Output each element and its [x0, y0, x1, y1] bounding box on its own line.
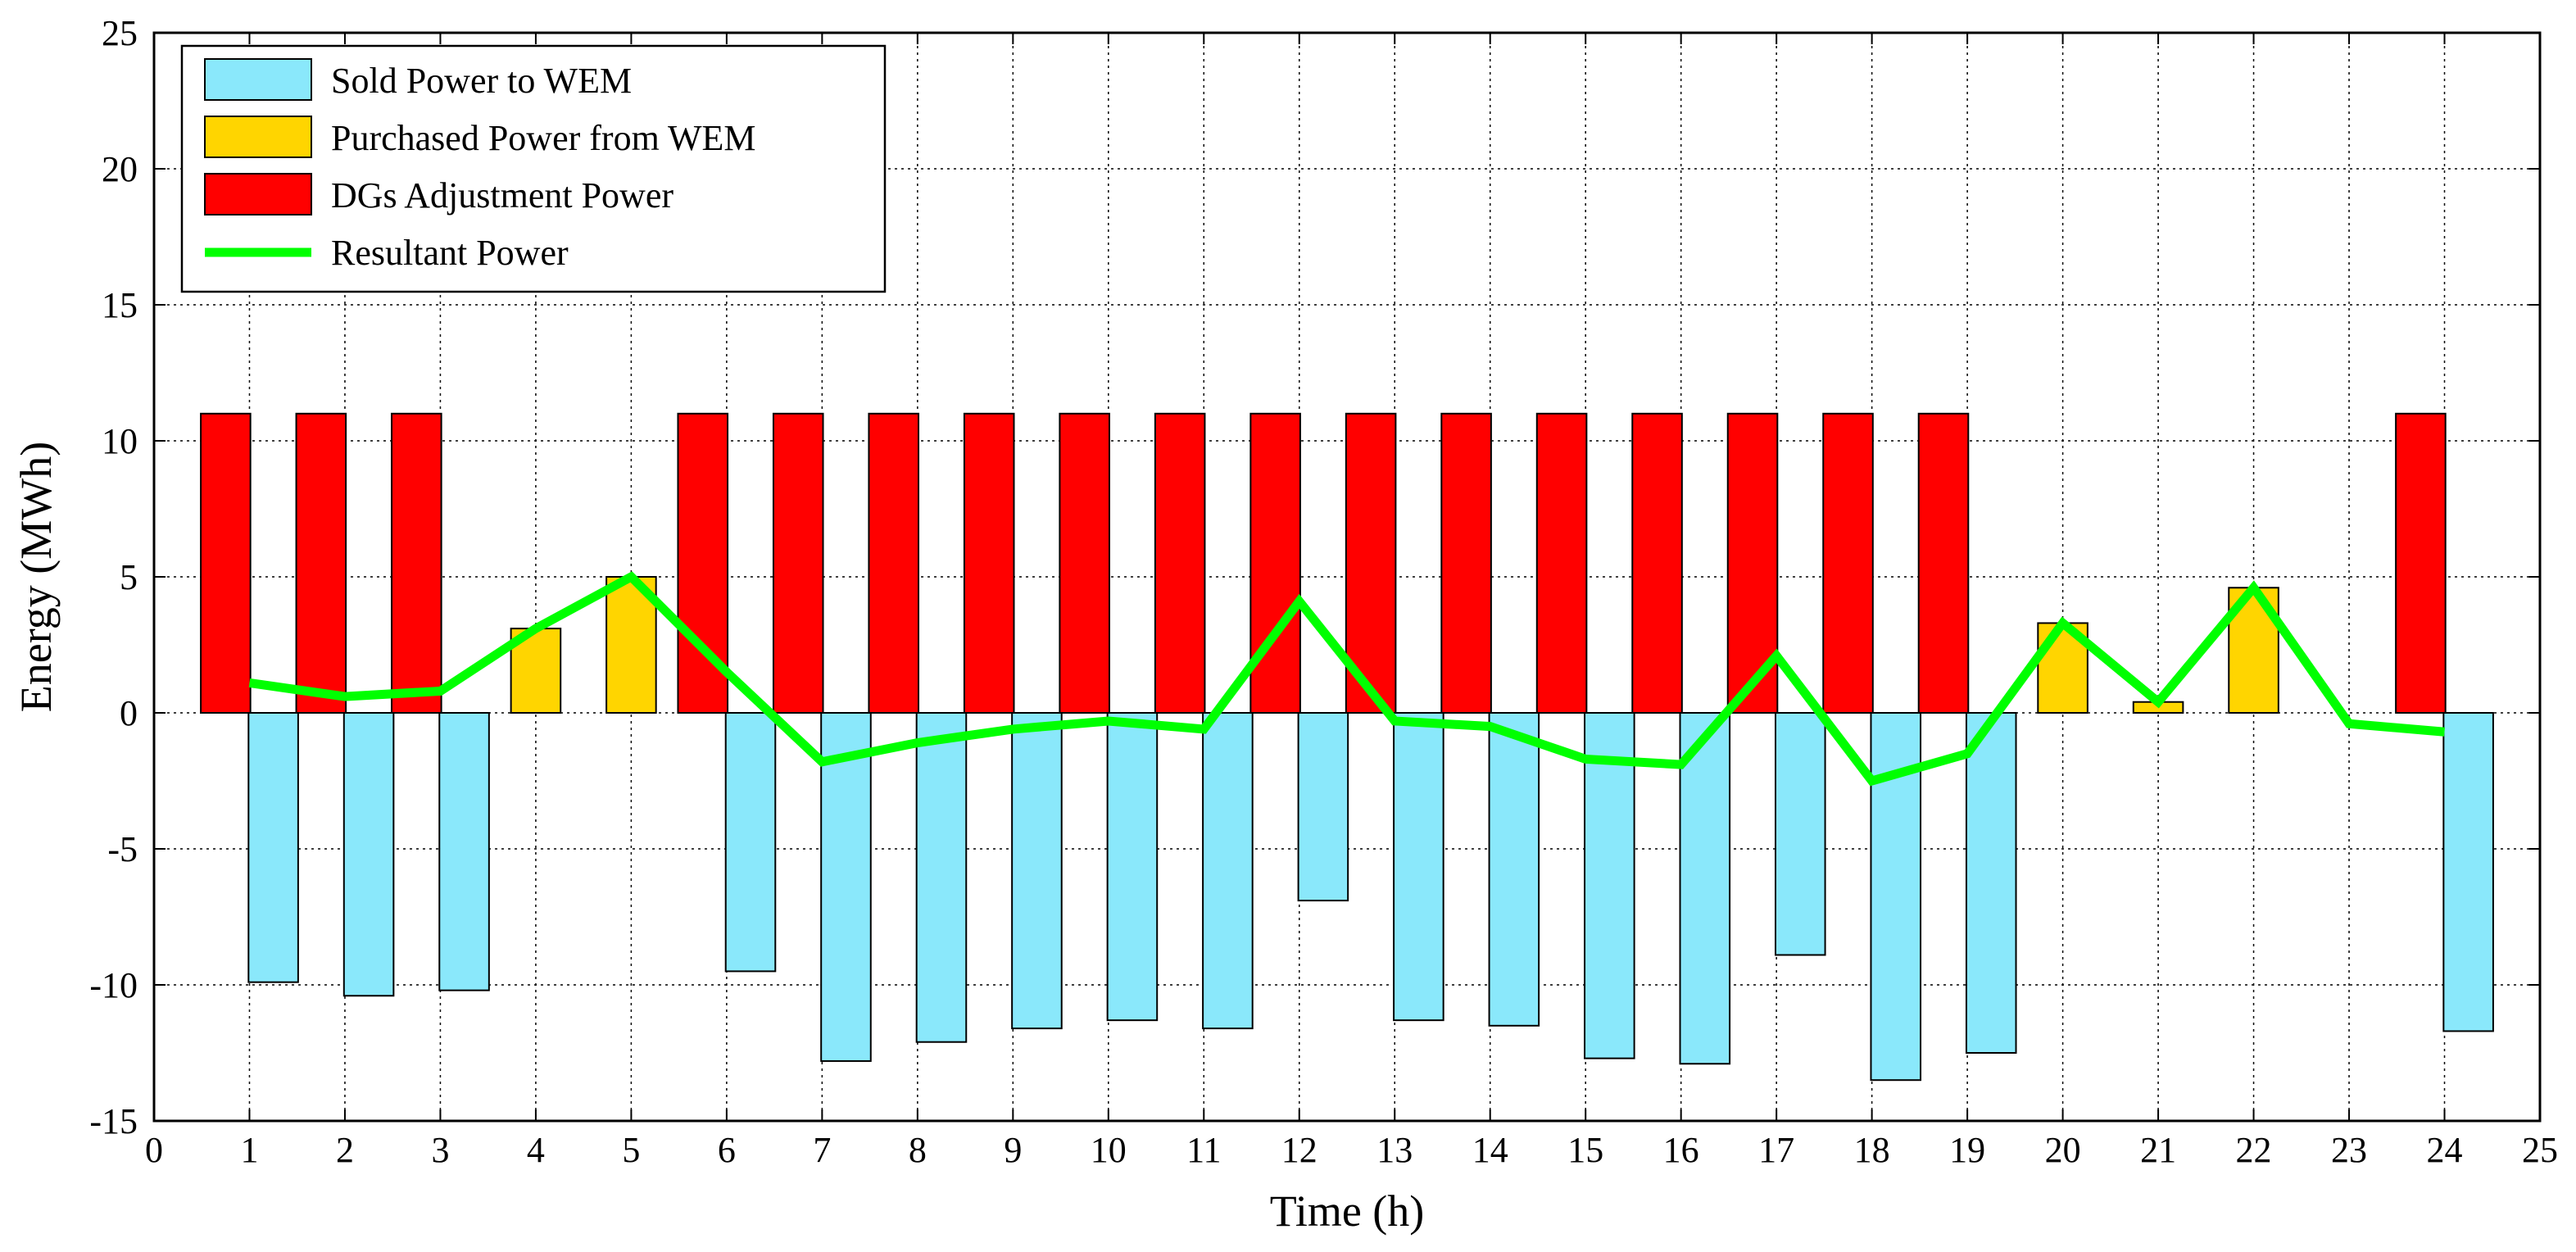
y-tick-label: 0: [120, 693, 138, 733]
y-tick-label: 15: [102, 285, 138, 325]
bar-dgs-adjustment-power: [295, 412, 347, 714]
bar-sold-power-to-wem: [2442, 712, 2494, 1032]
bar-sold-power-to-wem: [342, 712, 395, 997]
bar-sold-power-to-wem: [1393, 712, 1444, 1022]
y-tick-label: -10: [89, 965, 138, 1005]
bar-dgs-adjustment-power: [868, 412, 920, 714]
y-tick-label: 5: [120, 557, 138, 597]
bar-sold-power-to-wem: [1679, 712, 1731, 1065]
bar-dgs-adjustment-power: [200, 412, 252, 714]
x-tick-label: 7: [813, 1130, 831, 1170]
bar-sold-power-to-wem: [438, 712, 490, 991]
x-tick-label: 10: [1091, 1130, 1127, 1170]
x-tick-label: 4: [527, 1130, 545, 1170]
x-tick-label: 23: [2331, 1130, 2367, 1170]
bar-dgs-adjustment-power: [1154, 412, 1206, 714]
y-axis-title: Energy (MWh): [11, 442, 61, 712]
bar-dgs-adjustment-power: [772, 412, 824, 714]
x-tick-label: 15: [1567, 1130, 1603, 1170]
bar-sold-power-to-wem: [1011, 712, 1063, 1030]
x-tick-label: 11: [1186, 1130, 1221, 1170]
x-tick-label: 0: [145, 1130, 163, 1170]
x-tick-label: 16: [1663, 1130, 1699, 1170]
legend: Sold Power to WEM Purchased Power from WE…: [180, 44, 887, 293]
x-tick-label: 5: [622, 1130, 640, 1170]
legend-swatch: [204, 173, 312, 215]
bar-dgs-adjustment-power: [1535, 412, 1588, 714]
bar-sold-power-to-wem: [1488, 712, 1540, 1027]
x-tick-label: 1: [240, 1130, 258, 1170]
bar-dgs-adjustment-power: [1059, 412, 1110, 714]
bar-dgs-adjustment-power: [1631, 412, 1683, 714]
x-tick-label: 8: [909, 1130, 927, 1170]
y-tick-label: 20: [102, 149, 138, 189]
bar-dgs-adjustment-power: [1917, 412, 1970, 714]
bar-dgs-adjustment-power: [1345, 412, 1397, 714]
legend-label: Sold Power to WEM: [331, 61, 632, 101]
bar-dgs-adjustment-power: [391, 412, 442, 714]
x-tick-label: 6: [718, 1130, 736, 1170]
x-tick-label: 12: [1281, 1130, 1317, 1170]
ticks: 0 1 2 3 4 5 6 7 8 9 10 11 12 13 14 15 16 17 18 19 20 21 22 23 24…: [89, 13, 2558, 1170]
bar-sold-power-to-wem: [724, 712, 777, 973]
x-tick-label: 9: [1004, 1130, 1022, 1170]
series-line-resultant-power: [248, 571, 2445, 787]
bar-sold-power-to-wem: [1965, 712, 2017, 1054]
bar-sold-power-to-wem: [915, 712, 968, 1043]
legend-swatch: [204, 58, 312, 101]
x-tick-label: 2: [336, 1130, 354, 1170]
y-tick-label: 25: [102, 13, 138, 53]
bar-dgs-adjustment-power: [1249, 412, 1301, 714]
bar-purchased-power-from-wem: [605, 576, 657, 714]
bar-dgs-adjustment-power: [1822, 412, 1874, 714]
x-tick-label: 17: [1758, 1130, 1794, 1170]
x-tick-label: 14: [1472, 1130, 1508, 1170]
x-axis-title: Time (h): [1270, 1186, 1425, 1236]
x-tick-label: 18: [1854, 1130, 1890, 1170]
x-tick-label: 20: [2045, 1130, 2081, 1170]
y-tick-label: -5: [107, 829, 138, 869]
x-tick-label: 19: [1949, 1130, 1985, 1170]
legend-swatch: [204, 116, 312, 158]
y-tick-label: 10: [102, 421, 138, 461]
y-tick-label: -15: [89, 1101, 138, 1141]
bar-dgs-adjustment-power: [963, 412, 1015, 714]
x-tick-label: 13: [1376, 1130, 1413, 1170]
bar-dgs-adjustment-power: [2395, 412, 2447, 714]
bar-sold-power-to-wem: [1202, 712, 1254, 1030]
x-tick-label: 21: [2140, 1130, 2176, 1170]
bar-sold-power-to-wem: [1297, 712, 1349, 902]
legend-label: DGs Adjustment Power: [331, 175, 673, 215]
bar-sold-power-to-wem: [820, 712, 872, 1062]
legend-label: Resultant Power: [331, 233, 569, 273]
bar-sold-power-to-wem: [1774, 712, 1826, 956]
x-tick-label: 3: [431, 1130, 449, 1170]
legend-label: Purchased Power from WEM: [331, 118, 756, 158]
x-tick-label: 22: [2236, 1130, 2272, 1170]
line-layer: [248, 571, 2445, 787]
bar-sold-power-to-wem: [1106, 712, 1159, 1022]
x-tick-label: 25: [2522, 1130, 2558, 1170]
bar-sold-power-to-wem: [247, 712, 299, 983]
x-tick-label: 24: [2427, 1130, 2463, 1170]
bar-sold-power-to-wem: [1584, 712, 1635, 1059]
bar-dgs-adjustment-power: [1440, 412, 1492, 714]
